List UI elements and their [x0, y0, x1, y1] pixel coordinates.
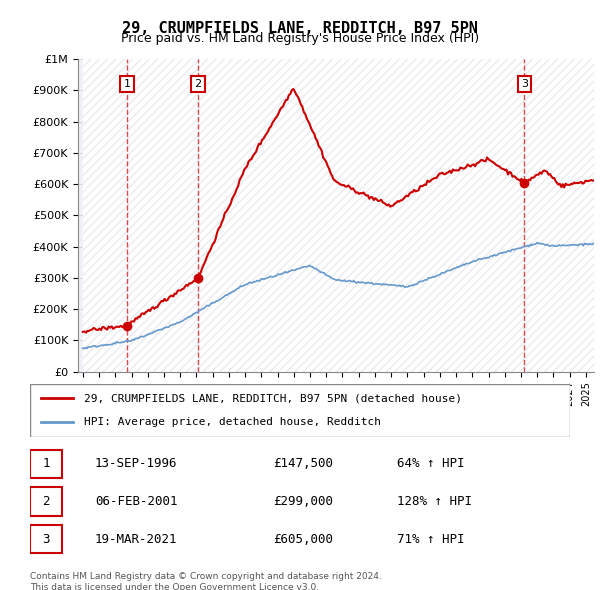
FancyBboxPatch shape	[30, 525, 62, 553]
Text: 1: 1	[124, 79, 130, 89]
Text: 19-MAR-2021: 19-MAR-2021	[95, 533, 178, 546]
Text: 64% ↑ HPI: 64% ↑ HPI	[397, 457, 465, 470]
Text: 2: 2	[43, 495, 50, 508]
FancyBboxPatch shape	[30, 487, 62, 516]
Text: 13-SEP-1996: 13-SEP-1996	[95, 457, 178, 470]
Text: 3: 3	[521, 79, 528, 89]
FancyBboxPatch shape	[30, 450, 62, 478]
Text: 3: 3	[43, 533, 50, 546]
Text: Price paid vs. HM Land Registry's House Price Index (HPI): Price paid vs. HM Land Registry's House …	[121, 32, 479, 45]
Text: Contains HM Land Registry data © Crown copyright and database right 2024.
This d: Contains HM Land Registry data © Crown c…	[30, 572, 382, 590]
Text: HPI: Average price, detached house, Redditch: HPI: Average price, detached house, Redd…	[84, 417, 381, 427]
Text: £147,500: £147,500	[273, 457, 333, 470]
Text: 71% ↑ HPI: 71% ↑ HPI	[397, 533, 465, 546]
Text: 1: 1	[43, 457, 50, 470]
FancyBboxPatch shape	[30, 384, 570, 437]
Text: £299,000: £299,000	[273, 495, 333, 508]
Text: 128% ↑ HPI: 128% ↑ HPI	[397, 495, 472, 508]
Text: £605,000: £605,000	[273, 533, 333, 546]
Text: 29, CRUMPFIELDS LANE, REDDITCH, B97 5PN (detached house): 29, CRUMPFIELDS LANE, REDDITCH, B97 5PN …	[84, 394, 462, 404]
Text: 2: 2	[194, 79, 202, 89]
Text: 06-FEB-2001: 06-FEB-2001	[95, 495, 178, 508]
Text: 29, CRUMPFIELDS LANE, REDDITCH, B97 5PN: 29, CRUMPFIELDS LANE, REDDITCH, B97 5PN	[122, 21, 478, 35]
